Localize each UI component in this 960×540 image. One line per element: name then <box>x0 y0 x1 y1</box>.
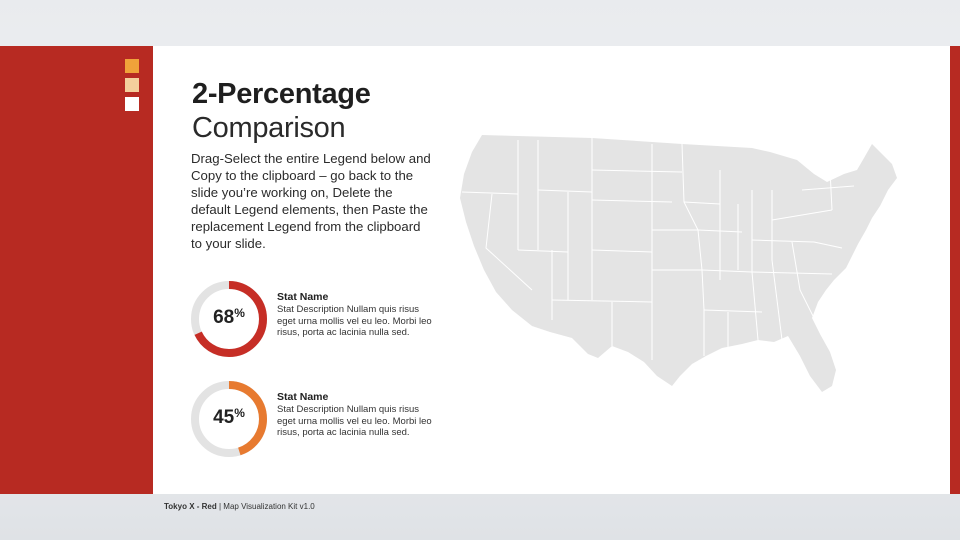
percentage-number: 68 <box>213 307 235 328</box>
stat-description: Stat Description Nullam quis risus eget … <box>277 404 432 438</box>
donut-arc <box>191 381 267 457</box>
donut-chart <box>191 381 267 457</box>
percent-sign: % <box>234 306 245 320</box>
stat-block: 45% Stat Name Stat Description Nullam qu… <box>190 380 450 460</box>
percent-sign: % <box>234 406 245 420</box>
footer-brand: Tokyo X - Red <box>164 502 217 511</box>
slide: 2-Percentage Comparison Drag-Select the … <box>0 46 960 494</box>
stat-name: Stat Name <box>277 391 329 403</box>
percentage-value: 68% <box>190 306 268 329</box>
us-map-shape <box>460 135 897 392</box>
state-borders <box>461 138 855 360</box>
footer-separator: | <box>216 502 224 511</box>
decor-square-orange <box>125 59 139 73</box>
stat-block: 68% Stat Name Stat Description Nullam qu… <box>190 280 450 360</box>
percentage-number: 45 <box>213 407 235 428</box>
footer: Tokyo X - Red | Map Visualization Kit v1… <box>164 502 315 511</box>
donut-arc <box>191 281 267 357</box>
stat-name: Stat Name <box>277 291 329 303</box>
footer-kit: Map Visualization Kit v1.0 <box>223 502 315 511</box>
percentage-value: 45% <box>190 406 268 429</box>
decor-square-peach <box>125 78 139 92</box>
decor-square-white <box>125 97 139 111</box>
title-light: Comparison <box>192 112 346 144</box>
right-accent-strip <box>950 46 960 494</box>
left-accent-panel <box>0 46 153 494</box>
title-bold: 2-Percentage <box>192 78 371 110</box>
instruction-text: Drag-Select the entire Legend below and … <box>191 151 431 251</box>
stat-description: Stat Description Nullam quis risus eget … <box>277 304 432 338</box>
donut-chart <box>191 281 267 357</box>
us-map <box>460 135 897 392</box>
